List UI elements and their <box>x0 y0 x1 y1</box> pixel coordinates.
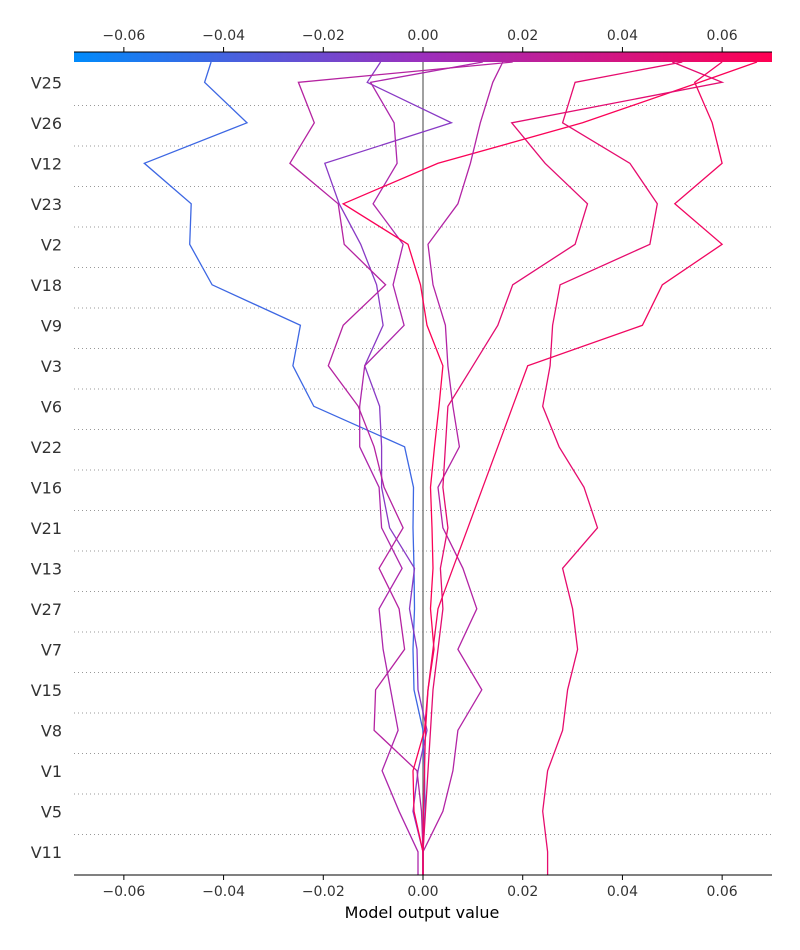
x-tick-label: 0.02 <box>507 884 538 900</box>
decision-line-6 <box>542 61 683 875</box>
feature-label: V21 <box>31 519 62 538</box>
feature-label: V6 <box>41 397 62 416</box>
feature-label: V12 <box>31 154 62 173</box>
feature-label: V22 <box>31 438 62 457</box>
x-tick-label: 0.00 <box>407 884 438 900</box>
feature-label: V26 <box>31 114 62 133</box>
feature-label: V2 <box>41 235 62 254</box>
top-tick-label: 0.06 <box>707 28 738 44</box>
top-tick-label: 0.04 <box>607 28 638 44</box>
colorbar <box>74 52 772 62</box>
decision-line-5 <box>341 61 758 875</box>
decision-line-9 <box>422 61 724 875</box>
x-tick-label: −0.02 <box>302 884 345 900</box>
x-tick-label: −0.04 <box>202 884 245 900</box>
feature-label: V7 <box>41 640 62 659</box>
x-tick-label: −0.06 <box>102 884 145 900</box>
decision-lines <box>143 61 758 875</box>
decision-line-3 <box>359 61 483 875</box>
x-tick-label: 0.06 <box>707 884 738 900</box>
feature-label: V23 <box>31 195 62 214</box>
feature-label: V13 <box>31 559 62 578</box>
feature-label: V16 <box>31 478 62 497</box>
decision-line-8 <box>422 61 725 875</box>
feature-label: V11 <box>31 843 62 862</box>
top-tick-label: −0.04 <box>202 28 245 44</box>
feature-label: V15 <box>31 681 62 700</box>
feature-grid <box>74 62 772 875</box>
feature-label: V25 <box>31 73 62 92</box>
decision-line-1 <box>143 61 426 875</box>
decision-line-4 <box>289 61 513 875</box>
feature-label: V27 <box>31 600 62 619</box>
top-tick-label: −0.06 <box>102 28 145 44</box>
x-tick-label: 0.04 <box>607 884 638 900</box>
feature-label: V1 <box>41 762 62 781</box>
decision-line-7 <box>422 61 504 875</box>
top-tick-label: 0.00 <box>407 28 438 44</box>
x-axis-label: Model output value <box>345 903 500 922</box>
feature-label: V18 <box>31 276 62 295</box>
top-tick-label: −0.02 <box>302 28 345 44</box>
decision-line-2 <box>323 61 454 875</box>
feature-label: V9 <box>41 316 62 335</box>
top-tick-label: 0.02 <box>507 28 538 44</box>
feature-label: V8 <box>41 721 62 740</box>
labels: −0.06 −0.06 −0.04 −0.04 −0.02 −0.02 0.00 0.00 0.… <box>31 28 738 900</box>
feature-label: V5 <box>41 802 62 821</box>
axes <box>74 47 772 880</box>
feature-label: V3 <box>41 357 62 376</box>
